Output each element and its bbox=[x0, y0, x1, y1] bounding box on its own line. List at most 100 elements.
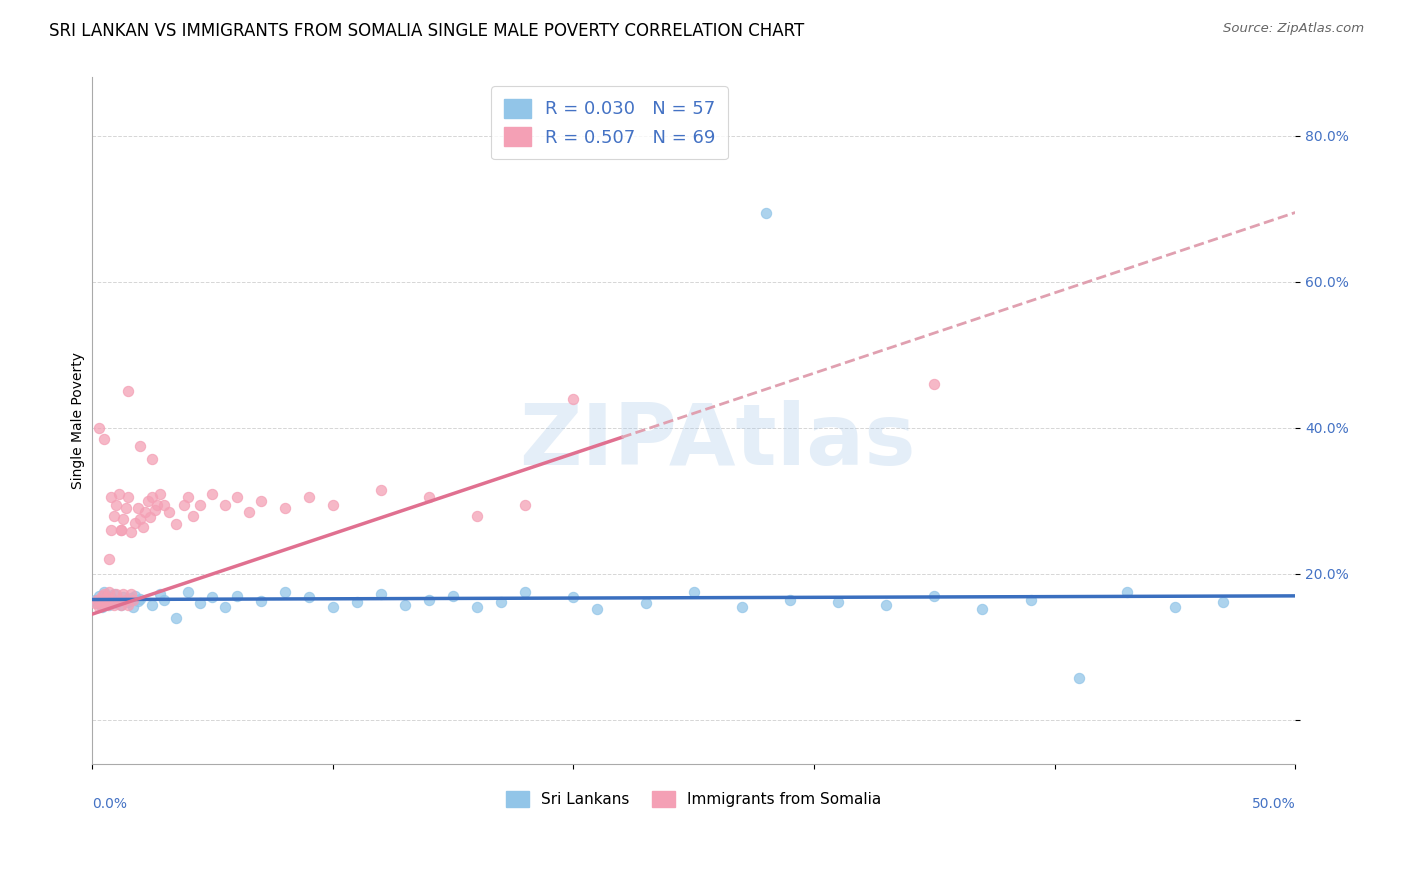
Point bbox=[273, 501, 295, 516]
Point bbox=[190, 498, 212, 512]
Point bbox=[682, 585, 704, 599]
Point bbox=[201, 486, 224, 500]
Point bbox=[83, 596, 105, 610]
Point bbox=[779, 592, 801, 607]
Point bbox=[562, 392, 585, 406]
Point bbox=[225, 589, 247, 603]
Point bbox=[134, 505, 156, 519]
Point bbox=[201, 591, 224, 605]
Point bbox=[103, 508, 125, 523]
Point bbox=[465, 508, 488, 523]
Point bbox=[157, 505, 180, 519]
Point bbox=[141, 491, 163, 505]
Point bbox=[177, 585, 200, 599]
Point bbox=[298, 591, 321, 605]
Point bbox=[177, 491, 200, 505]
Point bbox=[86, 596, 108, 610]
Point bbox=[117, 598, 139, 612]
Point bbox=[165, 517, 187, 532]
Point bbox=[225, 491, 247, 505]
Point bbox=[122, 599, 145, 614]
Legend: Sri Lankans, Immigrants from Somalia: Sri Lankans, Immigrants from Somalia bbox=[498, 783, 889, 814]
Point bbox=[322, 599, 344, 614]
Point bbox=[972, 602, 994, 616]
Point bbox=[107, 592, 129, 607]
Point bbox=[110, 523, 132, 537]
Point bbox=[489, 595, 512, 609]
Point bbox=[93, 585, 115, 599]
Point bbox=[394, 598, 416, 612]
Point bbox=[115, 592, 138, 607]
Point bbox=[90, 598, 112, 612]
Point bbox=[924, 589, 946, 603]
Point bbox=[90, 599, 112, 614]
Point bbox=[827, 595, 849, 609]
Point bbox=[173, 498, 195, 512]
Point bbox=[249, 594, 271, 608]
Point bbox=[100, 491, 122, 505]
Point bbox=[90, 589, 112, 603]
Point bbox=[153, 498, 176, 512]
Point bbox=[117, 491, 139, 505]
Point bbox=[124, 516, 146, 530]
Point bbox=[100, 592, 122, 607]
Point bbox=[875, 598, 897, 612]
Point bbox=[117, 595, 139, 609]
Point bbox=[96, 598, 118, 612]
Point bbox=[107, 486, 129, 500]
Point bbox=[129, 591, 152, 606]
Point bbox=[141, 598, 163, 612]
Point bbox=[98, 552, 121, 566]
Point bbox=[117, 384, 139, 399]
Point bbox=[214, 599, 236, 614]
Point bbox=[98, 585, 121, 599]
Point bbox=[115, 593, 138, 607]
Point bbox=[112, 587, 135, 601]
Point bbox=[146, 498, 169, 512]
Point bbox=[214, 498, 236, 512]
Point bbox=[112, 590, 135, 604]
Y-axis label: Single Male Poverty: Single Male Poverty bbox=[72, 352, 86, 489]
Point bbox=[100, 591, 122, 605]
Point bbox=[83, 592, 105, 607]
Point bbox=[370, 483, 392, 497]
Point bbox=[93, 595, 115, 609]
Point bbox=[370, 587, 392, 601]
Point bbox=[148, 486, 170, 500]
Point bbox=[441, 589, 464, 603]
Point bbox=[190, 596, 212, 610]
Point bbox=[129, 512, 152, 526]
Point bbox=[165, 611, 187, 625]
Point bbox=[1164, 599, 1187, 614]
Point bbox=[755, 205, 778, 219]
Text: Source: ZipAtlas.com: Source: ZipAtlas.com bbox=[1223, 22, 1364, 36]
Point bbox=[103, 587, 125, 601]
Text: 50.0%: 50.0% bbox=[1251, 797, 1295, 812]
Point bbox=[346, 595, 368, 609]
Point bbox=[120, 587, 142, 601]
Point bbox=[132, 519, 155, 533]
Point bbox=[322, 498, 344, 512]
Point bbox=[1212, 595, 1234, 609]
Point bbox=[105, 498, 128, 512]
Point bbox=[418, 491, 440, 505]
Point bbox=[120, 524, 142, 539]
Point bbox=[562, 591, 585, 605]
Point bbox=[93, 587, 115, 601]
Point bbox=[120, 591, 142, 605]
Point bbox=[105, 596, 128, 610]
Point bbox=[148, 587, 170, 601]
Point bbox=[105, 587, 128, 601]
Point bbox=[110, 523, 132, 537]
Point bbox=[141, 451, 163, 466]
Point bbox=[418, 592, 440, 607]
Point bbox=[96, 591, 118, 605]
Point bbox=[115, 501, 138, 516]
Point bbox=[1019, 592, 1042, 607]
Point bbox=[515, 498, 537, 512]
Point bbox=[143, 502, 166, 516]
Point bbox=[465, 599, 488, 614]
Point bbox=[100, 523, 122, 537]
Text: SRI LANKAN VS IMMIGRANTS FROM SOMALIA SINGLE MALE POVERTY CORRELATION CHART: SRI LANKAN VS IMMIGRANTS FROM SOMALIA SI… bbox=[49, 22, 804, 40]
Point bbox=[238, 505, 260, 519]
